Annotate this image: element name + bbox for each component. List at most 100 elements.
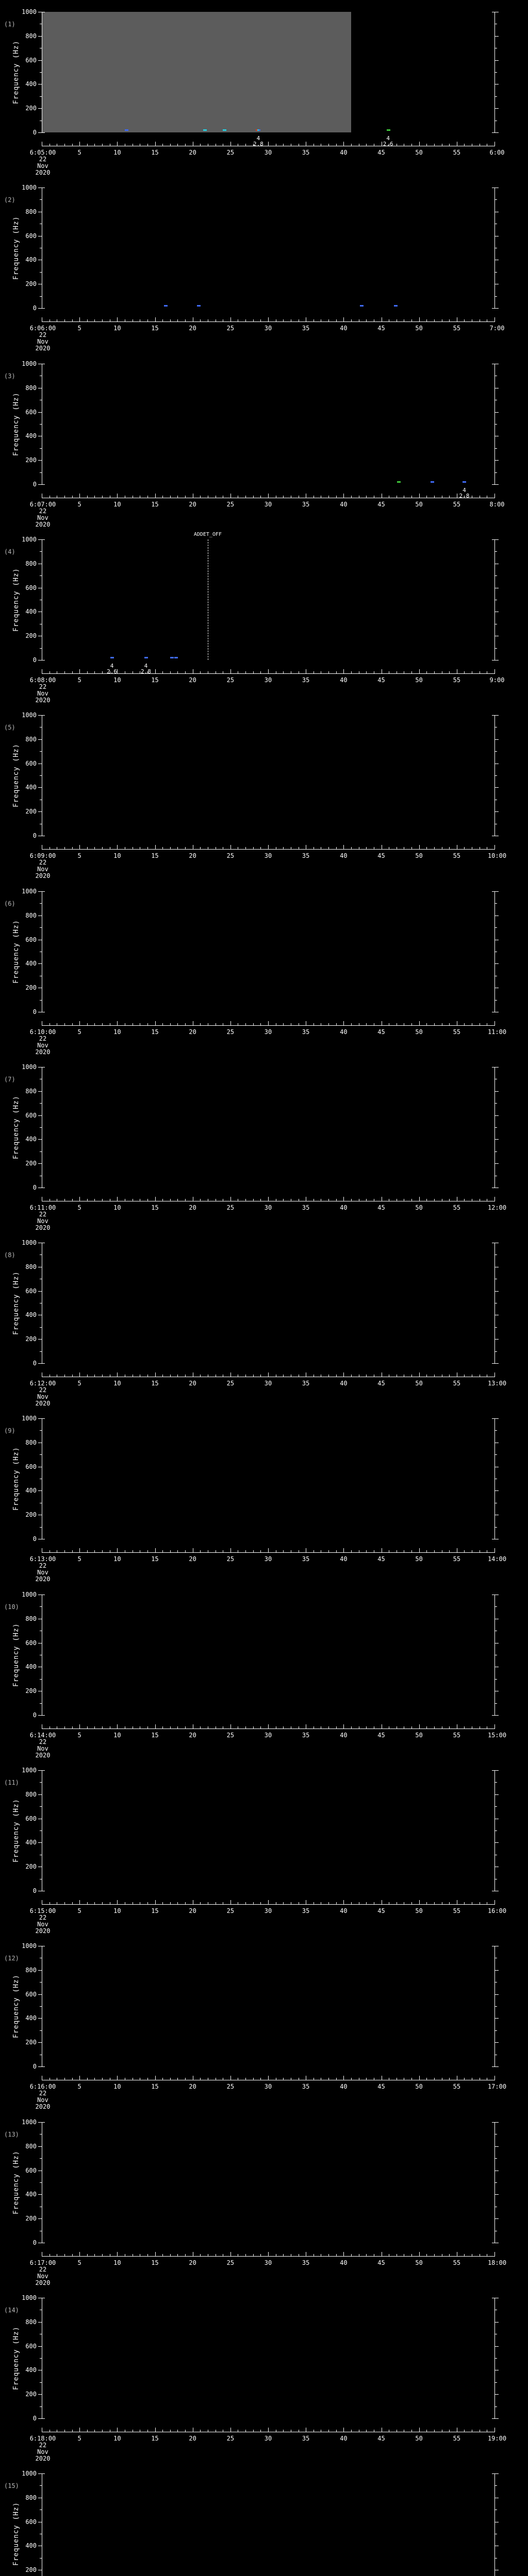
x-tick-major <box>155 494 156 498</box>
x-tick-minor <box>336 319 337 321</box>
x-tick-label: 10 <box>113 2435 121 2442</box>
x-tick-minor <box>366 1375 367 1377</box>
y-axis-title: Frequency (Hz) <box>12 743 20 807</box>
x-tick-minor <box>449 2078 450 2080</box>
x-tick-minor <box>336 1726 337 1728</box>
x-tick-minor <box>177 2254 178 2256</box>
x-tick-label: 25 <box>226 1555 235 1563</box>
x-tick-minor <box>283 1726 284 1728</box>
x-tick-label: 20 <box>189 2435 196 2442</box>
x-tick-minor <box>147 496 148 498</box>
x-tick-minor <box>366 2078 367 2080</box>
x-tick-minor <box>200 2078 201 2080</box>
x-tick-minor <box>411 496 412 498</box>
x-tick-minor <box>245 496 246 498</box>
x-axis-end-time: 11:00 <box>487 1028 507 1036</box>
x-tick-minor <box>411 1023 412 1025</box>
y-axis-right-bottom-cap <box>492 1363 495 1364</box>
y-tick-right <box>495 132 499 133</box>
x-tick-minor <box>200 2430 201 2432</box>
x-tick-label: 5 <box>77 1732 81 1739</box>
y-tick-left <box>40 1430 42 1431</box>
event-speck <box>257 129 259 131</box>
y-tick-label: 400 <box>25 256 37 263</box>
x-tick-minor <box>94 144 95 146</box>
y-tick-right <box>495 1291 499 1292</box>
x-tick-minor <box>260 671 261 673</box>
y-tick-label: 1000 <box>22 1063 37 1071</box>
x-tick-minor <box>260 1375 261 1377</box>
x-tick-label: 20 <box>189 1555 196 1563</box>
x-tick-minor <box>102 2430 103 2432</box>
y-axis-right <box>494 1067 495 1188</box>
x-tick-label: 40 <box>340 1380 348 1387</box>
x-tick-label: 30 <box>264 325 272 332</box>
y-tick-right <box>495 1679 497 1680</box>
y-axis-right <box>494 1418 495 1539</box>
x-tick-label: 45 <box>377 1555 385 1563</box>
x-tick-minor <box>102 2078 103 2080</box>
y-tick-label: 600 <box>25 1639 37 1647</box>
y-tick-right <box>495 60 499 61</box>
x-tick-label: 15 <box>151 2083 159 2090</box>
y-tick-right <box>495 751 497 752</box>
x-tick-minor <box>426 1726 427 1728</box>
x-tick-minor <box>170 1023 171 1025</box>
x-tick-label: 45 <box>377 852 385 859</box>
y-tick-right <box>495 891 499 892</box>
y-tick-label: 0 <box>32 1887 37 1894</box>
x-axis-date-line: Nov <box>37 1921 48 1928</box>
x-axis-start-time: 6:15:00 <box>29 1907 56 1914</box>
x-tick-major <box>268 142 269 146</box>
y-tick-left <box>38 739 42 740</box>
y-tick-right <box>495 2042 499 2043</box>
y-tick-right <box>495 1970 499 1971</box>
x-tick-major <box>155 1197 156 1201</box>
x-axis-date-line: 2020 <box>35 1575 51 1583</box>
x-axis-end-time: 15:00 <box>487 1732 507 1739</box>
x-tick-minor <box>102 847 103 849</box>
x-axis-date-line: Nov <box>37 1393 48 1400</box>
x-tick-major <box>419 2252 420 2256</box>
x-axis <box>42 1904 495 1905</box>
x-tick-label: 20 <box>189 149 196 156</box>
x-tick-label: 5 <box>77 325 81 332</box>
y-tick-label: 1000 <box>22 8 37 15</box>
x-tick-minor <box>283 671 284 673</box>
y-tick-label: 800 <box>25 1791 37 1798</box>
x-tick-minor <box>434 1902 435 1904</box>
x-tick-minor <box>283 847 284 849</box>
x-tick-major <box>155 845 156 849</box>
x-tick-major <box>79 1372 80 1377</box>
x-tick-label: 40 <box>340 2435 348 2442</box>
y-tick-label: 0 <box>32 1008 37 1015</box>
x-tick-minor <box>94 2078 95 2080</box>
x-tick-label: 55 <box>453 1380 461 1387</box>
x-tick-minor <box>170 2078 171 2080</box>
x-tick-minor <box>200 1375 201 1377</box>
x-axis-date-line: Nov <box>37 2096 48 2104</box>
x-axis-end-time: 14:00 <box>487 1555 507 1563</box>
x-tick-minor <box>177 847 178 849</box>
x-axis-date-line: 2020 <box>35 169 51 176</box>
x-tick-label: 5 <box>77 1204 81 1211</box>
x-tick-minor <box>72 1550 73 1552</box>
y-axis-right <box>494 2298 495 2419</box>
x-tick-minor <box>464 2078 465 2080</box>
x-tick-minor <box>283 2078 284 2080</box>
y-tick-left <box>38 2146 42 2147</box>
x-tick-major <box>419 1724 420 1728</box>
y-tick-left <box>40 1151 42 1152</box>
x-tick-label: 30 <box>264 1204 272 1211</box>
y-tick-left <box>38 715 42 716</box>
x-axis <box>42 849 495 850</box>
x-tick-minor <box>72 1902 73 1904</box>
y-axis-title: Frequency (Hz) <box>12 568 20 632</box>
y-tick-label: 800 <box>25 1967 37 1974</box>
panel-index-label: (4) <box>4 548 15 555</box>
x-tick-minor <box>185 496 186 498</box>
x-tick-minor <box>185 144 186 146</box>
event-annotation-count: 4 <box>256 135 260 142</box>
x-tick-minor <box>72 319 73 321</box>
x-tick-major <box>343 142 344 146</box>
